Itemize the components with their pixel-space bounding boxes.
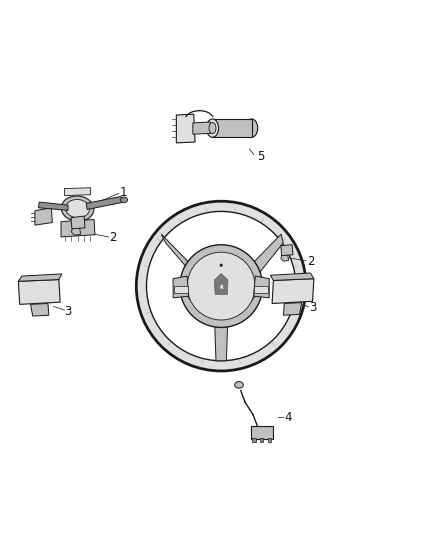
Polygon shape [18,279,60,304]
Ellipse shape [220,264,223,266]
Ellipse shape [66,199,89,218]
Polygon shape [213,272,229,296]
Ellipse shape [235,382,244,388]
Polygon shape [86,197,122,209]
Ellipse shape [206,119,219,137]
Ellipse shape [187,252,255,320]
Text: R: R [219,285,223,290]
Polygon shape [281,255,289,261]
Text: 1: 1 [120,185,127,199]
Bar [174,286,188,293]
Text: 3: 3 [309,301,316,314]
Polygon shape [272,279,314,303]
Text: 2: 2 [307,255,314,268]
Polygon shape [18,274,62,281]
Polygon shape [270,273,314,280]
Polygon shape [161,234,197,279]
Polygon shape [254,276,269,298]
Polygon shape [250,234,283,279]
Text: 2: 2 [110,231,117,244]
Polygon shape [177,114,195,143]
Ellipse shape [61,196,94,221]
Polygon shape [71,216,85,229]
Ellipse shape [180,245,262,327]
Bar [260,438,263,442]
Polygon shape [186,269,213,312]
Polygon shape [31,303,49,316]
Polygon shape [35,208,52,225]
Polygon shape [61,220,95,237]
Polygon shape [71,228,81,235]
Polygon shape [193,122,211,134]
Polygon shape [215,321,228,361]
Ellipse shape [120,197,127,203]
Bar [252,438,255,442]
Polygon shape [281,245,293,256]
Text: 5: 5 [257,150,264,163]
Text: 3: 3 [64,305,71,318]
Polygon shape [212,119,252,137]
Polygon shape [230,269,256,312]
Polygon shape [39,202,68,211]
Bar [254,286,268,293]
Polygon shape [283,303,302,315]
Ellipse shape [136,201,306,371]
Ellipse shape [146,212,296,361]
Text: 4: 4 [284,410,292,424]
Polygon shape [64,188,91,196]
Ellipse shape [246,119,258,137]
Ellipse shape [209,123,216,134]
Bar [268,438,271,442]
Bar [251,426,272,439]
Polygon shape [173,276,189,298]
